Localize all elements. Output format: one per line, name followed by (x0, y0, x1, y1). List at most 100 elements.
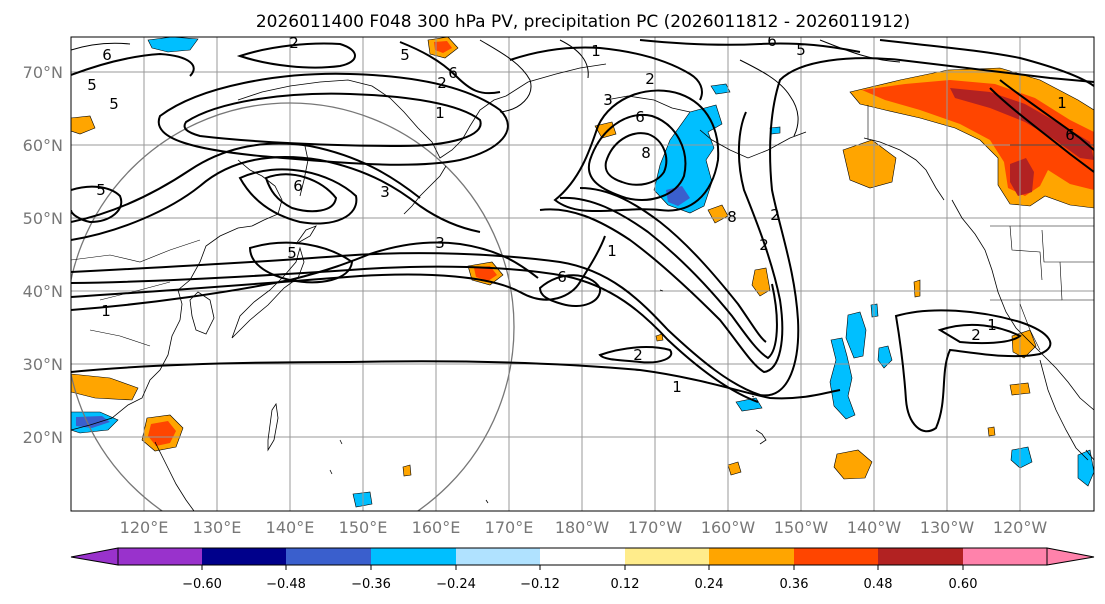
precip-positive (434, 41, 452, 53)
precip-negative (147, 37, 199, 53)
lon-label: 160°W (701, 518, 756, 537)
pv-label: 2 (645, 70, 655, 88)
pv-label: 5 (109, 95, 119, 113)
colorbar-tick-label: 0.12 (611, 577, 640, 592)
pv-label: 2 (289, 34, 299, 52)
contour-labels: 6 5 5 1 6 5 2 3 6 5 1 2 3 6 6 3 5 6 5 1 (87, 32, 1075, 396)
lon-label: 160°E (412, 518, 461, 537)
pv-label: 5 (796, 41, 806, 59)
lon-label: 150°W (774, 518, 829, 537)
pv-label: 2 (971, 326, 981, 344)
pv-label: 5 (400, 46, 410, 64)
pv-label: 2 (633, 346, 643, 364)
pv-label: 5 (96, 181, 106, 199)
pv-contours-thin (71, 39, 901, 137)
lon-label: 170°W (628, 518, 683, 537)
colorbar-tick-label: −0.60 (182, 577, 222, 592)
colorbar-tick-label: −0.12 (520, 577, 560, 592)
precip-positive (71, 373, 139, 401)
colorbar-box (540, 548, 625, 565)
pv-label: 6 (635, 108, 645, 126)
precip-positive (655, 333, 664, 342)
colorbar-box (371, 548, 456, 565)
precip-negative (653, 104, 723, 214)
colorbar-tick-label: 0.36 (780, 577, 809, 592)
pv-label: 3 (380, 183, 390, 201)
pv-contours (71, 39, 1094, 433)
pv-label: 6 (102, 46, 112, 64)
colorbar-box (118, 548, 202, 565)
colorbar-extend-high (1046, 547, 1095, 566)
pv-label: 6 (293, 177, 303, 195)
pv-label: 2 (759, 236, 769, 254)
map-panel: 6 5 5 1 6 5 2 3 6 5 1 2 3 6 6 3 5 6 5 1 (70, 32, 1095, 512)
pv-label: 6 (767, 32, 777, 50)
latitude-labels: 70°N 60°N 50°N 40°N 30°N 20°N (23, 63, 63, 447)
lon-label: 140°E (266, 518, 315, 537)
pv-label: 1 (101, 302, 111, 320)
pv-label: 6 (1065, 126, 1075, 144)
pv-label: 1 (591, 42, 601, 60)
colorbar-box (456, 548, 540, 565)
colorbar-tick-label: 0.48 (864, 577, 893, 592)
colorbar-ticks: −0.60 −0.48 −0.36 −0.24 −0.12 0.12 0.24 0.36 0.4… (182, 565, 977, 592)
colorbar-box (202, 548, 286, 565)
precip-positive (402, 464, 412, 477)
precip-negative (1010, 446, 1033, 469)
pv-label: 3 (603, 91, 613, 109)
pv-label: 6 (557, 268, 567, 286)
pv-label: 1 (1057, 94, 1067, 112)
precip-negative (829, 337, 856, 420)
pv-label: 3 (435, 234, 445, 252)
pv-label: 1 (435, 104, 445, 122)
colorbar-tick-label: 0.60 (949, 577, 978, 592)
precip-positive (594, 121, 617, 139)
lat-label: 20°N (23, 428, 63, 447)
lon-label: 140°W (847, 518, 902, 537)
lon-label: 150°E (339, 518, 388, 537)
colorbar-extend-low (70, 547, 119, 566)
precip-negative (845, 311, 867, 359)
lon-label: 130°W (920, 518, 975, 537)
colorbar-tick-label: −0.48 (266, 577, 306, 592)
colorbar: −0.60 −0.48 −0.36 −0.24 −0.12 0.12 0.24 0.36 0.4… (70, 547, 1095, 592)
precip-negative (1077, 449, 1094, 487)
colorbar-outline (117, 547, 1048, 566)
coastlines (71, 63, 1094, 511)
pv-label: 8 (727, 208, 737, 226)
precip-positive (148, 421, 176, 446)
pv-label: 2 (770, 206, 780, 224)
pv-label: 5 (87, 76, 97, 94)
colorbar-box (878, 548, 963, 565)
pv-label: 5 (287, 244, 297, 262)
precip-negative (76, 416, 110, 428)
borders (71, 105, 1094, 351)
colorbar-tick-label: −0.24 (436, 577, 476, 592)
pv-label: 6 (448, 64, 458, 82)
lon-label: 130°E (193, 518, 242, 537)
colorbar-box (794, 548, 878, 565)
lon-label: 170°E (485, 518, 534, 537)
lat-label: 70°N (23, 63, 63, 82)
plot-title: 2026011400 F048 300 hPa PV, precipitatio… (256, 12, 910, 32)
lon-label: 180°W (555, 518, 610, 537)
precip-positive (751, 267, 771, 297)
pv-label: 8 (641, 144, 651, 162)
precip-positive (862, 80, 1094, 196)
longitude-labels: 120°E 130°E 140°E 150°E 160°E 170°E 180°… (120, 518, 1048, 537)
lat-label: 40°N (23, 282, 63, 301)
precip-positive (987, 426, 996, 437)
lon-label: 120°E (120, 518, 169, 537)
colorbar-box (286, 548, 371, 565)
lon-label: 120°W (993, 518, 1048, 537)
lat-label: 60°N (23, 136, 63, 155)
colorbar-box (709, 548, 794, 565)
precip-negative (710, 83, 731, 95)
range-circle (71, 102, 515, 511)
map-frame (70, 36, 1095, 512)
colorbar-box (963, 548, 1047, 565)
precip-positive (727, 461, 742, 476)
pv-label: 1 (607, 242, 617, 260)
lat-label: 50°N (23, 209, 63, 228)
